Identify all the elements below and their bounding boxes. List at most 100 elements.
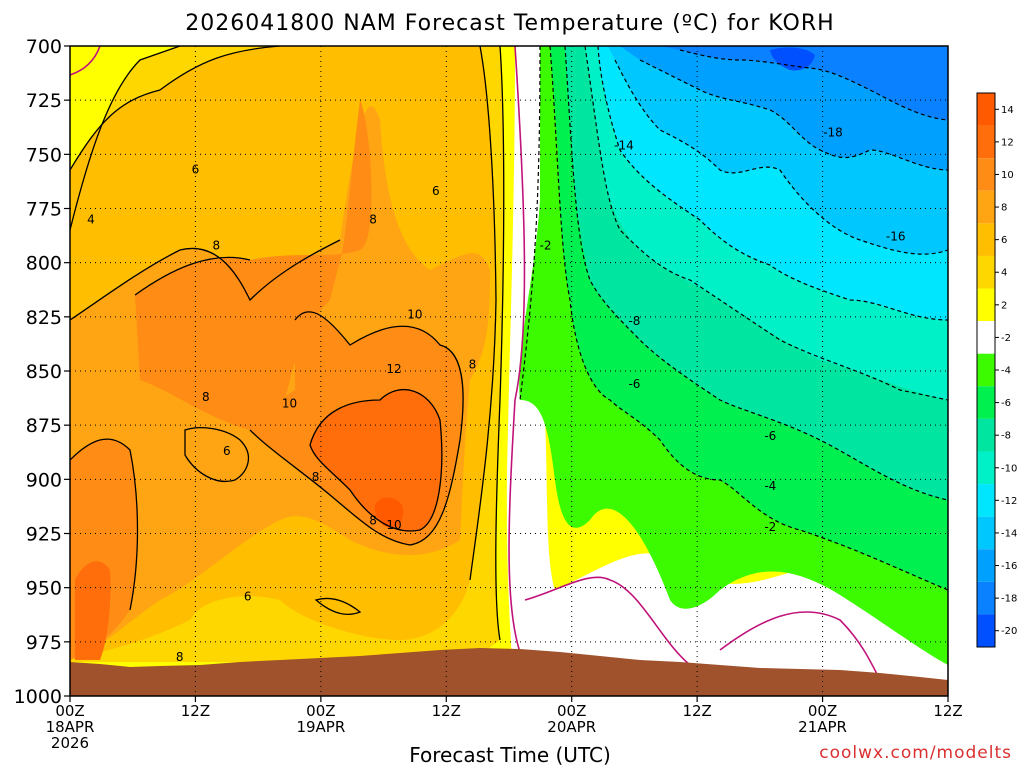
y-tick-label: 825 xyxy=(26,307,62,329)
source-credit[interactable]: coolwx.com/modelts xyxy=(819,743,1012,763)
colorbar-swatch xyxy=(977,255,995,289)
contour-label: -2 xyxy=(764,520,776,534)
contour-label: 6 xyxy=(244,589,252,603)
contour-label: 6 xyxy=(192,163,200,177)
contour-band-minus20-to-minus18 xyxy=(770,47,815,71)
contour-band-14-plus xyxy=(374,497,404,528)
contour-label: -8 xyxy=(628,314,640,328)
colorbar-swatch xyxy=(977,418,995,452)
colorbar-label: -10 xyxy=(1001,463,1017,474)
colorbar-swatch xyxy=(977,386,995,419)
colorbar-swatch xyxy=(977,614,995,647)
colorbar-label: -6 xyxy=(1001,398,1011,409)
y-tick-label: 975 xyxy=(26,632,62,654)
colorbar-swatch xyxy=(977,93,995,126)
contour-label: 12 xyxy=(386,362,401,376)
colorbar-swatch xyxy=(977,581,995,615)
colorbar-label: 4 xyxy=(1001,268,1007,279)
x-tick-label: 00Z xyxy=(55,702,84,720)
x-tick-label: 12Z xyxy=(933,702,962,720)
cold-contour-lines xyxy=(519,46,948,591)
y-tick-label: 925 xyxy=(26,524,62,546)
contour-label: 8 xyxy=(176,650,184,664)
contour-label: 8 xyxy=(312,470,320,484)
colorbar-swatch xyxy=(977,516,995,550)
colorbar-label: 8 xyxy=(1001,203,1007,214)
y-tick-label: 900 xyxy=(26,469,62,491)
colorbar-label: -18 xyxy=(1001,594,1017,605)
colorbar-swatch xyxy=(977,353,995,387)
x-tick-label: 00Z xyxy=(557,702,586,720)
contour-band-12-to-14 xyxy=(75,389,442,660)
colorbar-label: -20 xyxy=(1001,626,1017,637)
contour-label: 8 xyxy=(202,390,210,404)
contour-label: 8 xyxy=(369,212,377,226)
colorbar-frame xyxy=(976,92,996,648)
contour-band-minus18-to-minus16 xyxy=(660,46,948,120)
contour-label: 6 xyxy=(432,184,440,198)
contour-label: -14 xyxy=(614,139,634,153)
x-tick-label: 12Z xyxy=(682,702,711,720)
x-tick-label: 20APR xyxy=(547,718,596,736)
y-tick-label: 950 xyxy=(26,578,62,600)
colorbar-label: -14 xyxy=(1001,528,1017,539)
contour-label: -18 xyxy=(823,126,843,140)
contour-label: 4 xyxy=(87,212,95,226)
y-tick-label: 800 xyxy=(26,253,62,275)
contour-label: 8 xyxy=(369,514,377,528)
ground-terrain xyxy=(70,648,948,696)
y-tick-label: 700 xyxy=(26,36,62,58)
x-tick-label: 00Z xyxy=(808,702,837,720)
x-tick-label: 19APR xyxy=(296,718,345,736)
x-tick-label: 00Z xyxy=(306,702,335,720)
filled-contour-field xyxy=(70,46,948,696)
y-tick-label: 1000 xyxy=(14,686,62,708)
colorbar-label: -4 xyxy=(1001,366,1011,377)
colorbar-label: 6 xyxy=(1001,235,1007,246)
colorbar-swatch xyxy=(977,125,995,159)
y-axis: 700 725 750 775 800 825 850 875 900 925 950 975 1000 xyxy=(14,36,70,708)
chart-title: 2026041800 NAM Forecast Temperature (ºC)… xyxy=(185,11,834,36)
colorbar-swatch xyxy=(977,451,995,485)
x-tick-label: 18APR xyxy=(46,718,95,736)
colorbar-swatch xyxy=(977,190,995,224)
colorbar-label: -2 xyxy=(1001,333,1011,344)
contour-labels: 4 6 6 8 8 8 8 8 8 8 10 10 10 12 6 6 -2 -14 -8 -6 -6 -4 -2 -18 -1… xyxy=(87,126,905,664)
colorbar-swatch xyxy=(977,158,995,191)
contour-label: 10 xyxy=(407,308,422,322)
contour-label: -2 xyxy=(540,238,552,252)
freezing-line xyxy=(70,46,881,681)
y-tick-label: 850 xyxy=(26,361,62,383)
colorbar-swatch xyxy=(977,321,995,354)
x-tick-label: 12Z xyxy=(181,702,210,720)
contour-label: 8 xyxy=(213,238,221,252)
colorbar-label: 14 xyxy=(1001,105,1014,116)
x-tick-label: 2026 xyxy=(51,734,89,752)
x-axis-label: Forecast Time (UTC) xyxy=(409,743,611,767)
colorbar-label: -16 xyxy=(1001,561,1017,572)
y-tick-label: 725 xyxy=(26,90,62,112)
contour-band-minus2-to-2 xyxy=(506,46,948,696)
y-tick-label: 775 xyxy=(26,199,62,221)
contour-label: -16 xyxy=(886,230,906,244)
colorbar: 14 12 10 8 6 4 2 -2 -4 -6 -8 -10 -12 -14 -16 -18 -20 xyxy=(976,92,1017,648)
colorbar-label: -12 xyxy=(1001,496,1017,507)
contour-label: 10 xyxy=(282,397,297,411)
contour-label: 6 xyxy=(223,444,231,458)
contour-label: -6 xyxy=(628,377,640,391)
x-tick-label: 12Z xyxy=(432,702,461,720)
colorbar-label: 10 xyxy=(1001,170,1014,181)
contour-label: -4 xyxy=(764,479,776,493)
colorbar-swatch xyxy=(977,549,995,582)
colorbar-swatch xyxy=(977,288,995,322)
y-tick-label: 750 xyxy=(26,144,62,166)
contour-band-10-to-12 xyxy=(70,100,464,660)
colorbar-swatch xyxy=(977,223,995,256)
colorbar-swatch xyxy=(977,484,995,517)
colorbar-label: 2 xyxy=(1001,300,1007,311)
colorbar-label: 12 xyxy=(1001,137,1014,148)
contour-label: 8 xyxy=(469,358,477,372)
colorbar-label: -8 xyxy=(1001,431,1011,442)
